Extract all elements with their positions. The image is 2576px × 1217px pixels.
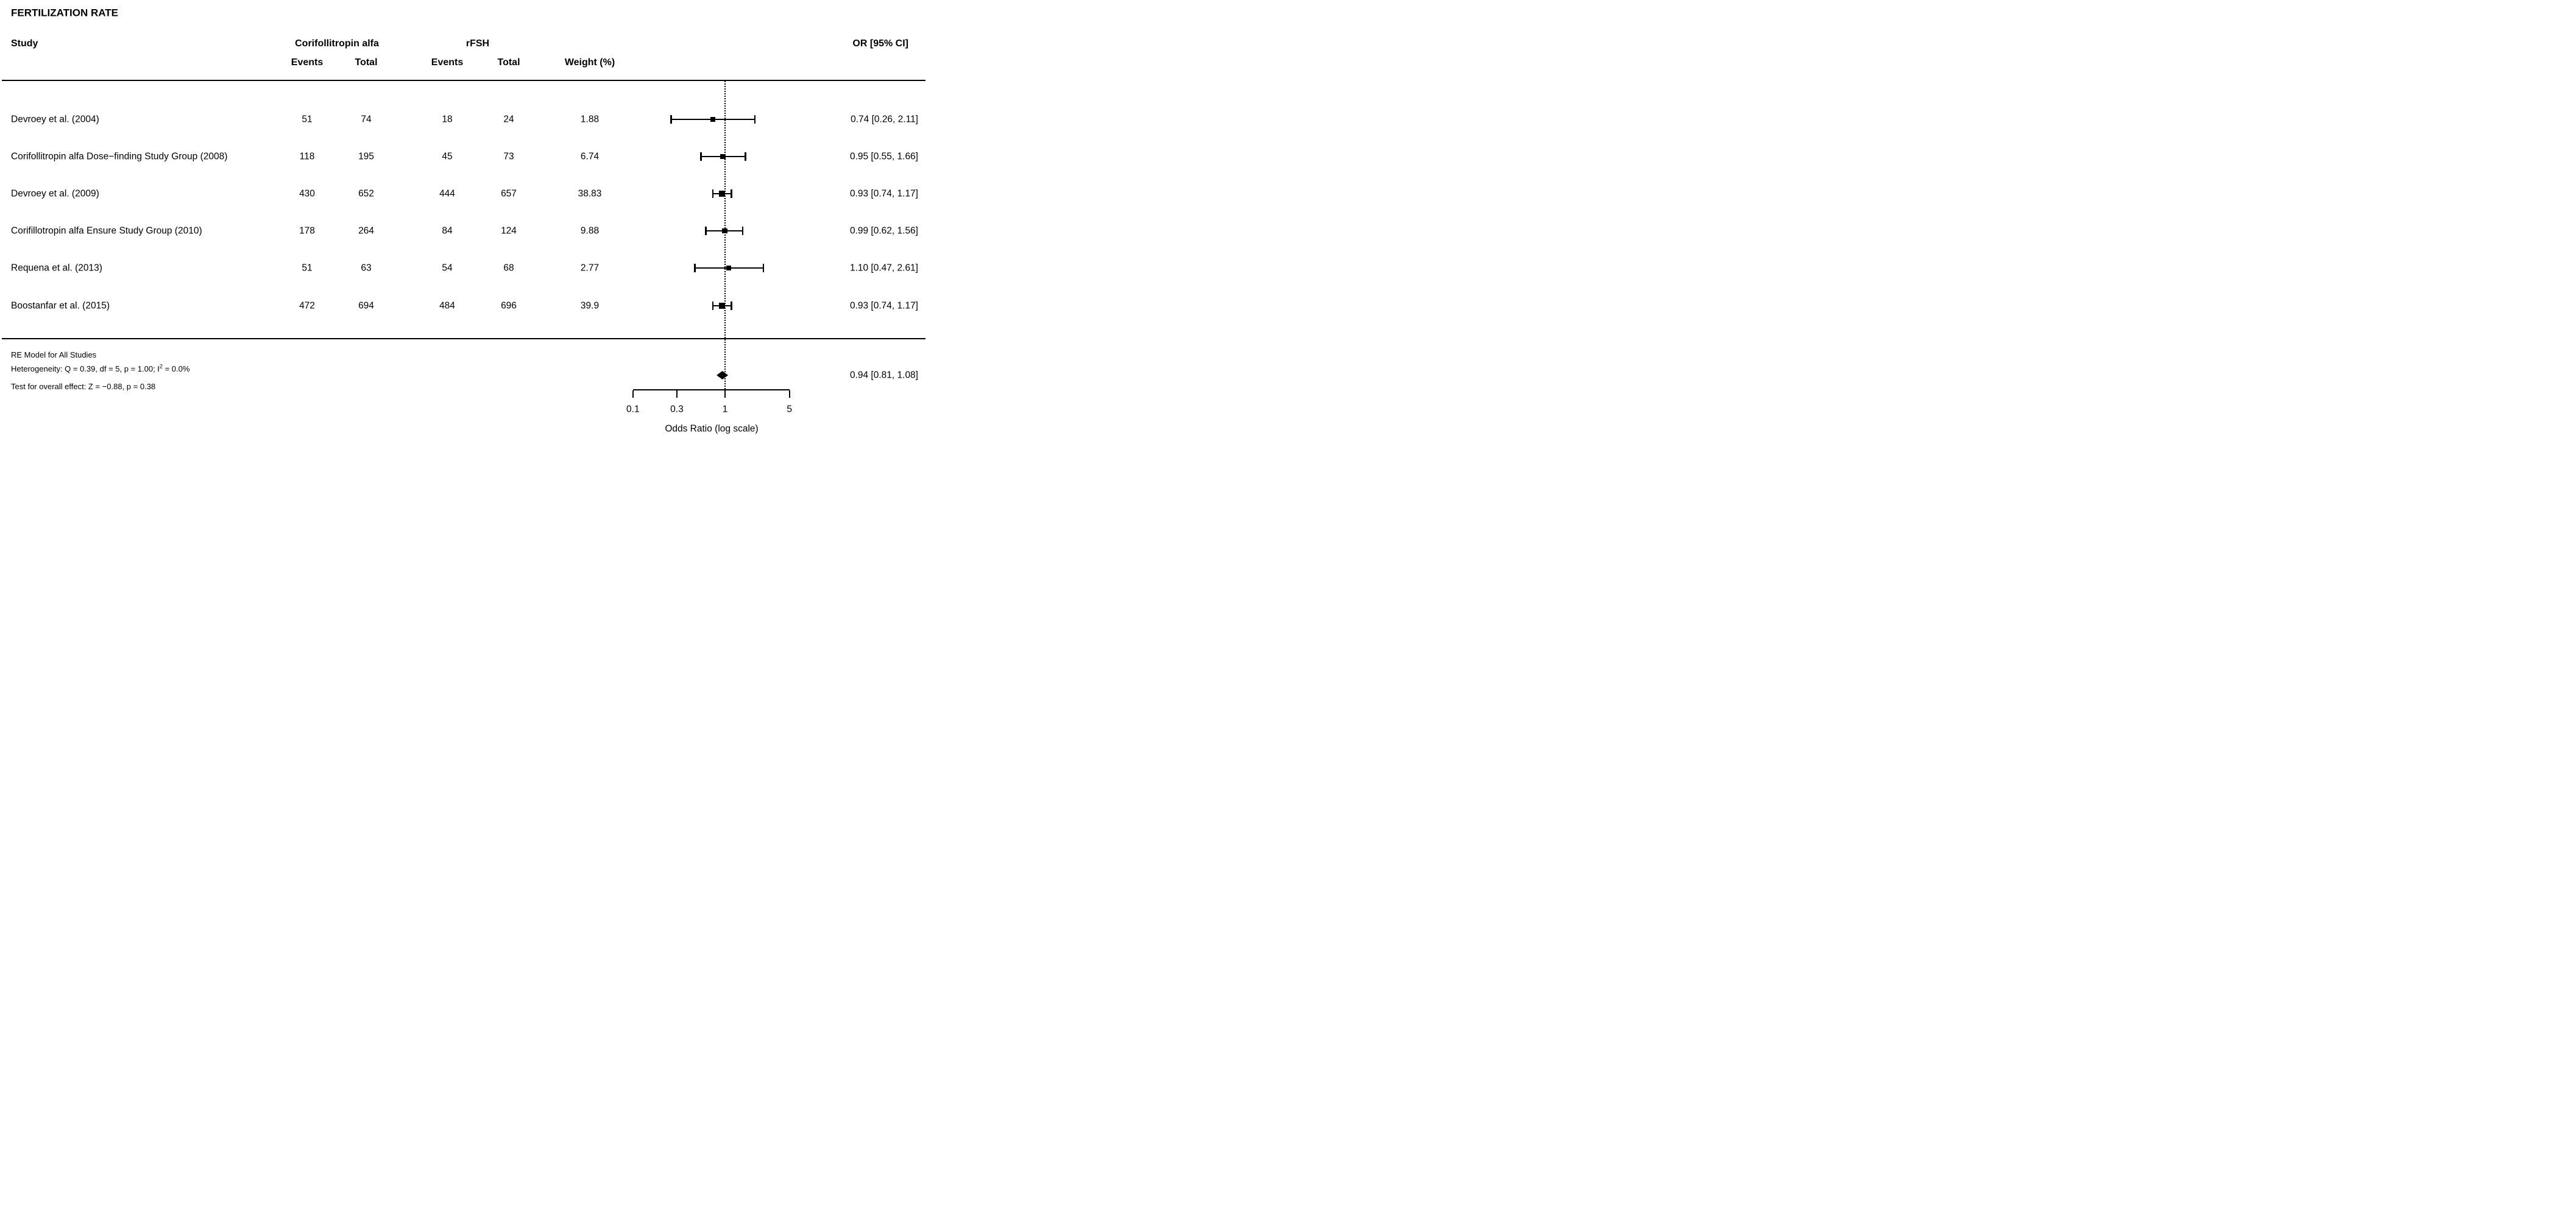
or-ci-value: 1.10 [0.47, 2.61]	[849, 263, 918, 273]
summary-divider-rule	[2, 338, 925, 339]
or-ci-value: 0.99 [0.62, 1.56]	[849, 225, 918, 236]
events-control-value: 444	[439, 188, 455, 199]
column-header-events-treatment: Events	[291, 57, 324, 68]
events-treatment-value: 51	[302, 263, 313, 273]
figure-title: FERTILIZATION RATE	[11, 7, 118, 19]
column-header-weight: Weight (%)	[564, 57, 615, 68]
summary-heterogeneity-text: Heterogeneity: Q = 0.39, df = 5, p = 1.0…	[11, 364, 160, 374]
ci-cap-left	[700, 152, 702, 161]
ci-cap-right	[741, 227, 744, 235]
weight-value: 6.74	[580, 151, 600, 162]
total-control-value: 124	[501, 225, 517, 236]
column-header-study: Study	[11, 38, 38, 49]
total-treatment-value: 74	[361, 114, 372, 125]
weight-value: 39.9	[580, 300, 600, 311]
ci-cap-left	[694, 264, 696, 272]
total-control-value: 657	[501, 188, 517, 199]
study-name: Requena et al. (2013)	[11, 263, 102, 273]
events-treatment-value: 430	[299, 188, 315, 199]
x-axis-tick-label: 5	[787, 404, 792, 415]
study-name: Devroey et al. (2004)	[11, 114, 99, 125]
total-control-value: 24	[503, 114, 514, 125]
study-name: Corifollitropin alfa Dose−finding Study …	[11, 151, 228, 162]
or-ci-value: 0.95 [0.55, 1.66]	[849, 151, 918, 162]
weight-value: 1.88	[580, 114, 600, 125]
study-name: Devroey et al. (2009)	[11, 188, 99, 199]
x-axis-line	[632, 389, 790, 390]
effect-size-square	[719, 190, 726, 197]
study-name: Corifillotropin alfa Ensure Study Group …	[11, 225, 202, 236]
or-ci-value: 0.74 [0.26, 2.11]	[851, 114, 918, 125]
or-ci-value: 0.93 [0.74, 1.17]	[849, 300, 918, 311]
ci-cap-left	[705, 227, 707, 235]
x-axis-tick	[724, 390, 726, 398]
forest-plot-figure: FERTILIZATION RATE Study Corifollitropin…	[0, 0, 938, 443]
or-ci-value: 0.93 [0.74, 1.17]	[849, 188, 918, 199]
effect-size-square	[726, 266, 732, 270]
events-treatment-value: 118	[299, 151, 315, 162]
x-axis-tick	[632, 390, 634, 398]
total-control-value: 68	[503, 263, 514, 273]
events-control-value: 484	[439, 300, 455, 311]
column-header-or-ci: OR [95% CI]	[852, 38, 908, 49]
weight-value: 9.88	[580, 225, 600, 236]
x-axis-tick-label: 0.3	[670, 404, 684, 415]
reference-line-or-1	[724, 81, 726, 389]
total-treatment-value: 652	[358, 188, 374, 199]
column-header-events-control: Events	[431, 57, 464, 68]
ci-cap-right	[731, 189, 732, 198]
summary-heterogeneity: Heterogeneity: Q = 0.39, df = 5, p = 1.0…	[11, 364, 189, 374]
total-treatment-value: 694	[358, 300, 374, 311]
effect-size-square	[710, 117, 716, 122]
events-treatment-value: 472	[299, 300, 315, 311]
x-axis-tick	[676, 390, 678, 398]
events-control-value: 18	[442, 114, 453, 125]
effect-size-square	[718, 302, 726, 309]
summary-heterogeneity-tail: = 0.0%	[162, 364, 190, 374]
header-divider-rule	[2, 80, 925, 81]
ci-cap-right	[754, 115, 756, 124]
events-treatment-value: 51	[302, 114, 313, 125]
summary-heterogeneity-superscript: 2	[159, 363, 163, 370]
weight-value: 2.77	[580, 263, 600, 273]
events-treatment-value: 178	[299, 225, 315, 236]
ci-cap-left	[670, 115, 672, 124]
summary-overall-effect: Test for overall effect: Z = −0.88, p = …	[11, 381, 156, 391]
total-treatment-value: 63	[361, 263, 372, 273]
total-treatment-value: 195	[358, 151, 374, 162]
column-header-group-control: rFSH	[465, 38, 490, 49]
ci-cap-right	[762, 264, 765, 272]
x-axis-tick	[788, 390, 790, 398]
x-axis-label: Odds Ratio (log scale)	[665, 423, 759, 434]
ci-cap-left	[712, 302, 714, 310]
effect-size-square	[720, 153, 726, 160]
column-header-total-control: Total	[497, 57, 520, 68]
effect-size-square	[721, 228, 727, 234]
total-treatment-value: 264	[358, 225, 374, 236]
weight-value: 38.83	[578, 188, 602, 199]
x-axis-tick-label: 1	[722, 404, 728, 415]
summary-model-label: RE Model for All Studies	[11, 350, 97, 359]
events-control-value: 54	[442, 263, 453, 273]
total-control-value: 73	[503, 151, 514, 162]
column-header-group-treatment: Corifollitropin alfa	[295, 38, 379, 49]
summary-or-value: 0.94 [0.81, 1.08]	[849, 370, 918, 381]
events-control-value: 45	[442, 151, 453, 162]
ci-cap-right	[731, 302, 732, 310]
x-axis-tick-label: 0.1	[626, 404, 640, 415]
study-name: Boostanfar et al. (2015)	[11, 300, 110, 311]
events-control-value: 84	[442, 225, 453, 236]
ci-cap-left	[712, 189, 714, 198]
total-control-value: 696	[501, 300, 517, 311]
column-header-total-treatment: Total	[355, 57, 378, 68]
summary-diamond	[717, 371, 729, 379]
ci-cap-right	[745, 152, 746, 161]
